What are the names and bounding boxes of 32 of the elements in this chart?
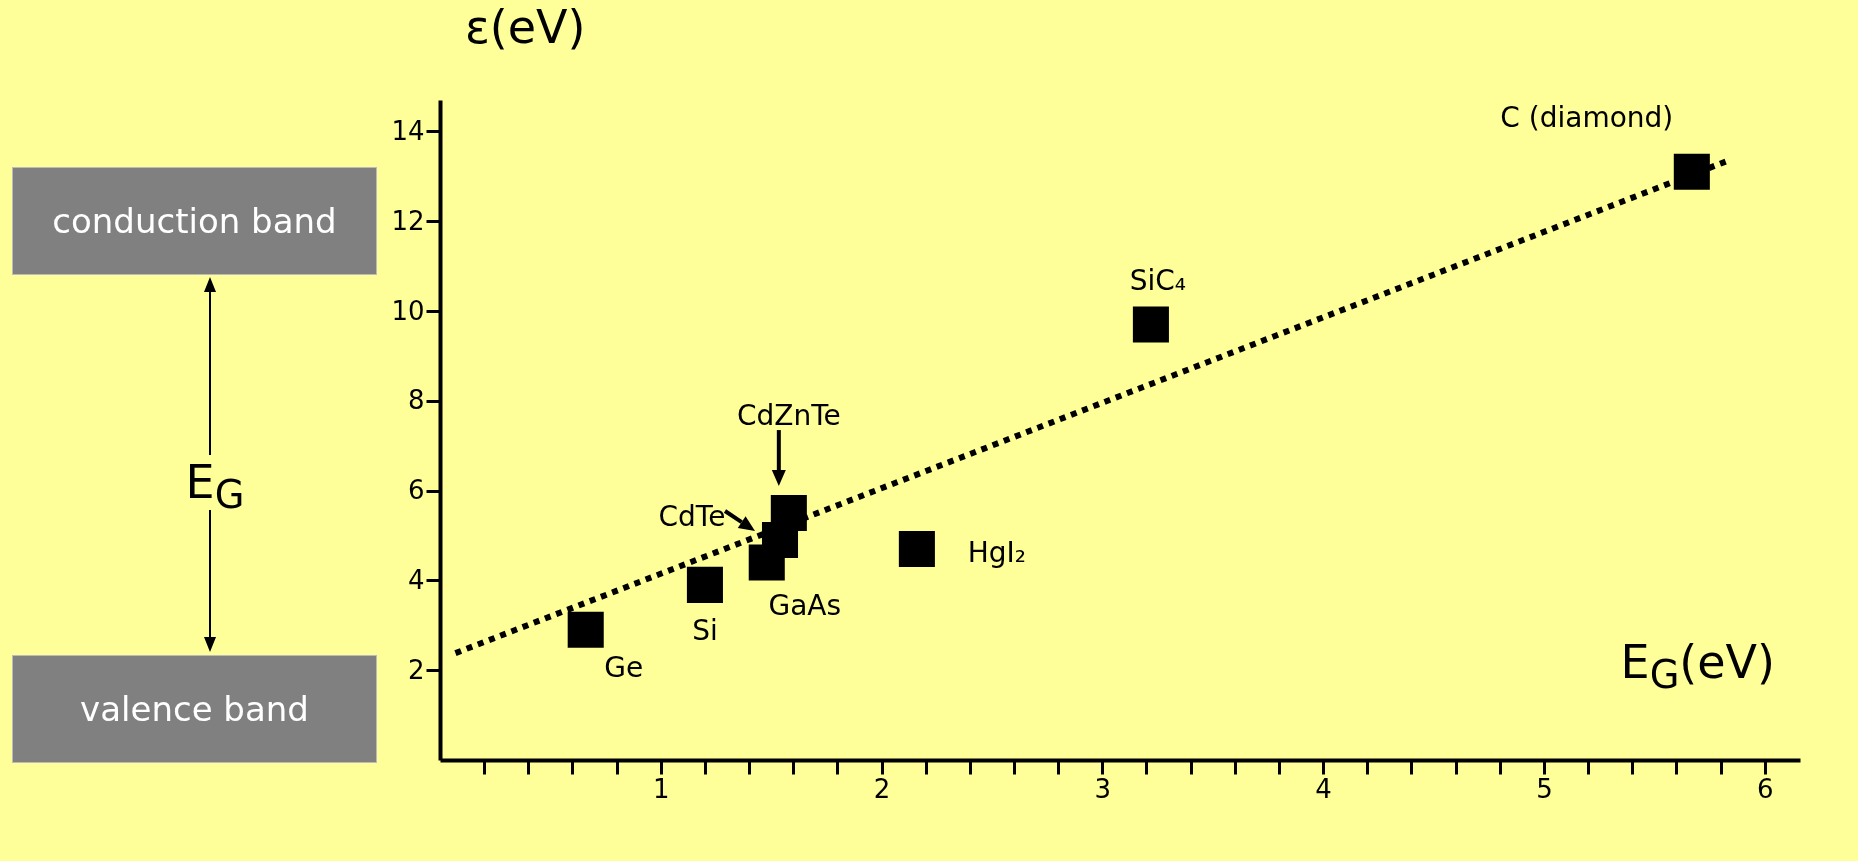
annotation: CdZnTe bbox=[736, 399, 841, 433]
rectangle-box: conduction band bbox=[12, 167, 377, 275]
annotation: SiC₄ bbox=[1129, 264, 1187, 298]
x-tick-label: 5 bbox=[1536, 773, 1553, 804]
y-tick-label: 10 bbox=[391, 295, 425, 326]
y-axis-title: ε(eV) bbox=[465, 0, 586, 54]
y-tick-label: 4 bbox=[407, 564, 425, 595]
y-tick-label: 12 bbox=[391, 205, 425, 236]
annotation: GaAs bbox=[768, 589, 842, 623]
text: E$_{G}$ bbox=[185, 455, 245, 518]
point bbox=[686, 566, 723, 603]
annotation: Si bbox=[692, 613, 718, 647]
point bbox=[770, 495, 807, 532]
point bbox=[898, 530, 935, 568]
annotation: HgI₂ bbox=[967, 535, 1027, 569]
annotation: Ge bbox=[604, 650, 644, 684]
y-tick-label: 14 bbox=[391, 115, 425, 146]
x-tick-label: 3 bbox=[1094, 773, 1112, 804]
rectangle-box: valence band bbox=[12, 655, 377, 763]
y-tick-label: 6 bbox=[407, 475, 425, 506]
annotation: CdTe bbox=[658, 500, 726, 533]
x-axis-title: E$_{G}$(eV) bbox=[1620, 635, 1775, 698]
x-tick-label: 4 bbox=[1315, 773, 1332, 804]
x-tick-label: 6 bbox=[1756, 773, 1774, 804]
point bbox=[567, 611, 604, 648]
annotation: C (diamond) bbox=[1500, 100, 1674, 134]
point bbox=[1673, 153, 1710, 190]
y-tick-label: 8 bbox=[407, 385, 425, 416]
point bbox=[1132, 306, 1169, 343]
y-tick-label: 2 bbox=[407, 654, 425, 685]
x-tick-label: 1 bbox=[653, 773, 670, 804]
x-tick-label: 2 bbox=[873, 773, 891, 804]
